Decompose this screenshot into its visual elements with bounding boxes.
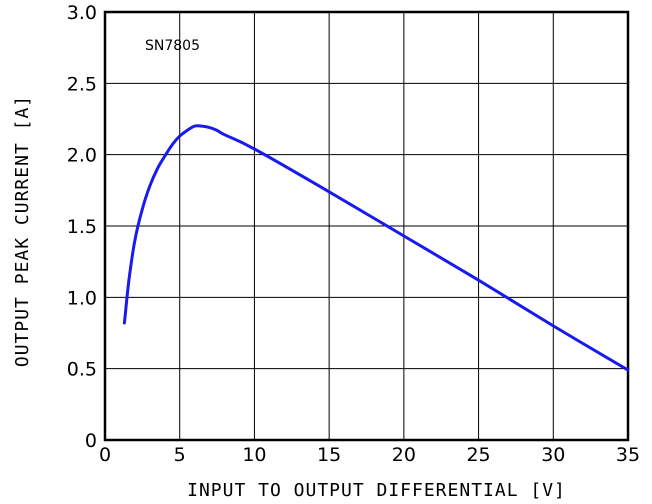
- x-tick-label: 0: [99, 444, 111, 466]
- y-tick-label: 0: [85, 430, 97, 452]
- x-tick-label: 20: [392, 444, 416, 466]
- y-tick-label: 2.5: [67, 73, 97, 95]
- x-axis-label: INPUT TO OUTPUT DIFFERENTIAL [V]: [187, 480, 566, 501]
- chart-annotation: SN7805: [145, 38, 200, 54]
- x-tick-label: 25: [466, 444, 490, 466]
- plot-frame: [103, 10, 630, 442]
- series-layer: [122, 124, 630, 372]
- y-axis-ticks: 0 0.5 1.0 1.5 2.0 2.5 3.0: [67, 2, 97, 452]
- y-tick-label: 1.0: [67, 287, 97, 309]
- x-tick-label: 5: [174, 444, 186, 466]
- series-line: [122, 124, 630, 372]
- grid: [105, 12, 628, 440]
- x-tick-label: 35: [616, 444, 640, 466]
- x-tick-label: 15: [317, 444, 341, 466]
- x-tick-label: 30: [541, 444, 565, 466]
- y-tick-label: 3.0: [67, 2, 97, 24]
- y-axis-label: OUTPUT PEAK CURRENT [A]: [12, 95, 33, 367]
- x-tick-label: 10: [242, 444, 266, 466]
- y-tick-label: 1.5: [67, 216, 97, 238]
- y-tick-label: 2.0: [67, 145, 97, 167]
- y-tick-label: 0.5: [67, 359, 97, 381]
- x-axis-ticks: 0 5 10 15 20 25 30 35: [99, 444, 640, 466]
